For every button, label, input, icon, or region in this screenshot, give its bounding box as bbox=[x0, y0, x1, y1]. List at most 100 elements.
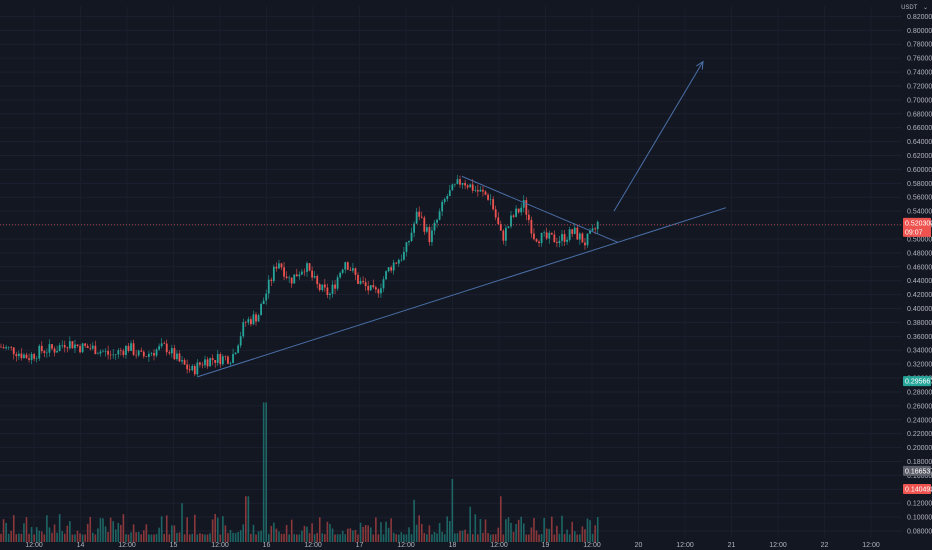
x-tick-label: 16 bbox=[263, 542, 271, 549]
green-level-tag: 0.295667 bbox=[905, 379, 932, 386]
candle-body bbox=[326, 287, 329, 296]
volume-bar bbox=[354, 529, 357, 542]
volume-bar bbox=[117, 522, 120, 542]
x-tick-label: 12:00 bbox=[583, 542, 601, 549]
projection-arrow bbox=[613, 61, 704, 212]
candle-body bbox=[451, 184, 454, 191]
volume-bar bbox=[102, 518, 104, 542]
candle-body bbox=[489, 199, 492, 200]
candle-body bbox=[499, 224, 502, 231]
volume-bar bbox=[415, 524, 418, 542]
candle-body bbox=[114, 354, 117, 356]
chevron-down-icon[interactable]: ⌄ bbox=[922, 5, 928, 11]
candle-body bbox=[306, 263, 308, 272]
candle-body bbox=[285, 276, 288, 279]
candle-body bbox=[545, 232, 548, 239]
volume-bar bbox=[316, 532, 318, 542]
candle-body bbox=[515, 208, 517, 217]
candle-body bbox=[329, 293, 331, 296]
candle-body bbox=[487, 194, 489, 200]
volume-bar bbox=[449, 521, 451, 542]
candle-body bbox=[183, 360, 186, 365]
red-level-tag-bg bbox=[903, 483, 931, 494]
candle-body bbox=[357, 274, 359, 284]
candle-body bbox=[68, 341, 71, 349]
candle-body bbox=[178, 353, 181, 362]
volume-bar bbox=[408, 527, 410, 542]
candle-body bbox=[237, 345, 240, 353]
candle-body bbox=[578, 233, 581, 240]
candle-body bbox=[584, 242, 586, 246]
candle-body bbox=[229, 362, 232, 364]
candle-body bbox=[122, 350, 125, 355]
volume-bar bbox=[428, 525, 431, 542]
candle-body bbox=[553, 234, 556, 243]
current-price-tag: 0.520300 bbox=[905, 220, 932, 227]
candle-body bbox=[255, 314, 257, 322]
volume-bar bbox=[347, 528, 349, 542]
candle-body bbox=[543, 232, 546, 234]
candle-body bbox=[89, 348, 92, 349]
candle-body bbox=[165, 343, 168, 353]
volume-bar bbox=[41, 531, 43, 542]
volume-bar bbox=[489, 534, 492, 542]
drawings[interactable] bbox=[0, 60, 902, 378]
volume-bar bbox=[160, 516, 163, 542]
candle-body bbox=[145, 356, 148, 357]
volume-bar bbox=[74, 534, 76, 542]
volume-bar bbox=[466, 533, 469, 542]
candle-body bbox=[311, 270, 313, 278]
volume-bar bbox=[341, 530, 344, 542]
volume-bar bbox=[2, 519, 5, 542]
candle-body bbox=[132, 343, 135, 355]
volume-bar bbox=[594, 525, 596, 542]
volume-bar bbox=[15, 534, 18, 542]
volume-bar bbox=[247, 496, 250, 542]
candle-body bbox=[392, 262, 395, 271]
volume-bar bbox=[385, 521, 387, 542]
x-tick-label: 22 bbox=[821, 542, 829, 549]
candle-body bbox=[321, 284, 324, 291]
candle-body bbox=[176, 353, 178, 360]
volume-bar bbox=[398, 534, 400, 542]
candle-body bbox=[35, 358, 38, 360]
candle-body bbox=[74, 344, 76, 349]
volume-bar bbox=[33, 534, 35, 542]
x-tick-label: 19 bbox=[542, 542, 550, 549]
volume-bar bbox=[216, 517, 219, 542]
volume-bar bbox=[194, 514, 196, 542]
candle-body bbox=[142, 351, 145, 357]
x-axis[interactable]: 12:00 14 12:00 15 12:00 16 12:00 17 12:00 18 12:00… bbox=[25, 542, 880, 549]
candle-body bbox=[86, 345, 89, 349]
volume-bar bbox=[237, 532, 239, 542]
volume-bar bbox=[229, 529, 232, 542]
volume-bar bbox=[171, 525, 173, 542]
candle-body bbox=[270, 279, 273, 281]
candle-body bbox=[257, 315, 260, 322]
volume-bar bbox=[423, 532, 426, 542]
volume-bar bbox=[438, 523, 441, 542]
volume-bar bbox=[186, 517, 188, 542]
volume-bar bbox=[392, 532, 395, 542]
candle-body bbox=[227, 356, 229, 364]
candle-body bbox=[540, 232, 543, 244]
volume-bar bbox=[224, 525, 227, 542]
volume-bar bbox=[556, 525, 558, 542]
volume-bar bbox=[525, 534, 528, 542]
candle-body bbox=[448, 190, 451, 197]
volume-bar bbox=[86, 523, 89, 542]
volume-bar bbox=[283, 533, 285, 542]
candle-body bbox=[492, 199, 495, 210]
volume-bar bbox=[497, 527, 500, 542]
volume-bar bbox=[262, 402, 265, 542]
volume-bar bbox=[48, 527, 51, 542]
candle-body bbox=[410, 232, 413, 242]
candle-body bbox=[561, 234, 563, 241]
volume-bar bbox=[543, 517, 545, 542]
